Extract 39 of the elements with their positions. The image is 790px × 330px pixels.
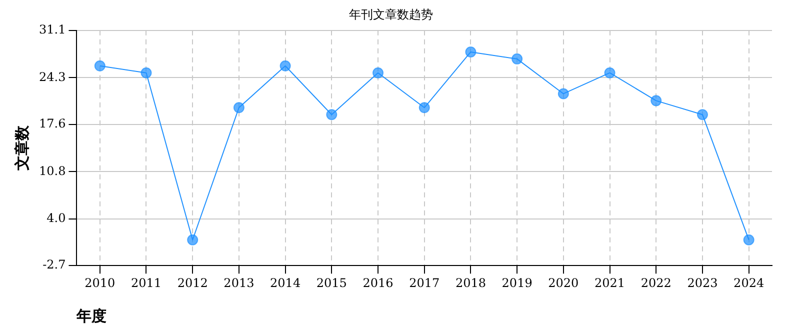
- chart-title: 年刊文章数趋势: [349, 7, 433, 22]
- point: [558, 88, 569, 100]
- point: [372, 67, 384, 78]
- x-tick-label: 2013: [224, 276, 254, 290]
- x-tick-label: 2012: [177, 276, 208, 290]
- x-tick-label: 2020: [548, 276, 579, 290]
- x-axis-title: 年度: [76, 306, 107, 325]
- x-tick-label: 2022: [640, 276, 672, 290]
- y-tick-label: 4.0: [46, 211, 66, 226]
- y-tick-label: 31.1: [39, 22, 66, 37]
- point: [650, 95, 662, 106]
- y-tick-label: 10.8: [39, 164, 66, 178]
- x-tick-label: 2021: [594, 276, 626, 290]
- point: [233, 102, 244, 114]
- point: [187, 234, 198, 246]
- y-tick-label: -2.7: [42, 258, 66, 272]
- x-tick-label: 2017: [409, 276, 440, 290]
- y-axis-title: 文章数: [12, 124, 31, 172]
- x-tick-label: 2014: [270, 276, 301, 290]
- point: [140, 67, 152, 78]
- point: [465, 46, 476, 58]
- point: [696, 109, 708, 120]
- y-tick-label: 17.6: [39, 116, 66, 130]
- x-tick-label: 2011: [130, 276, 162, 290]
- x-tick-label: 2023: [687, 276, 718, 290]
- point: [743, 234, 754, 246]
- point: [326, 109, 338, 120]
- x-tick-label: 2010: [84, 276, 116, 290]
- x-tick-label: 2018: [455, 276, 486, 290]
- x-tick-label: 2016: [362, 276, 394, 290]
- x-tick-label: 2019: [502, 276, 532, 290]
- x-tick-label: 2024: [734, 276, 764, 290]
- x-tick-label: 2015: [316, 276, 347, 290]
- point: [512, 53, 523, 64]
- point: [280, 60, 291, 72]
- point: [604, 67, 616, 78]
- point: [94, 60, 106, 72]
- point: [418, 102, 430, 114]
- y-tick-label: 24.3: [39, 70, 66, 84]
